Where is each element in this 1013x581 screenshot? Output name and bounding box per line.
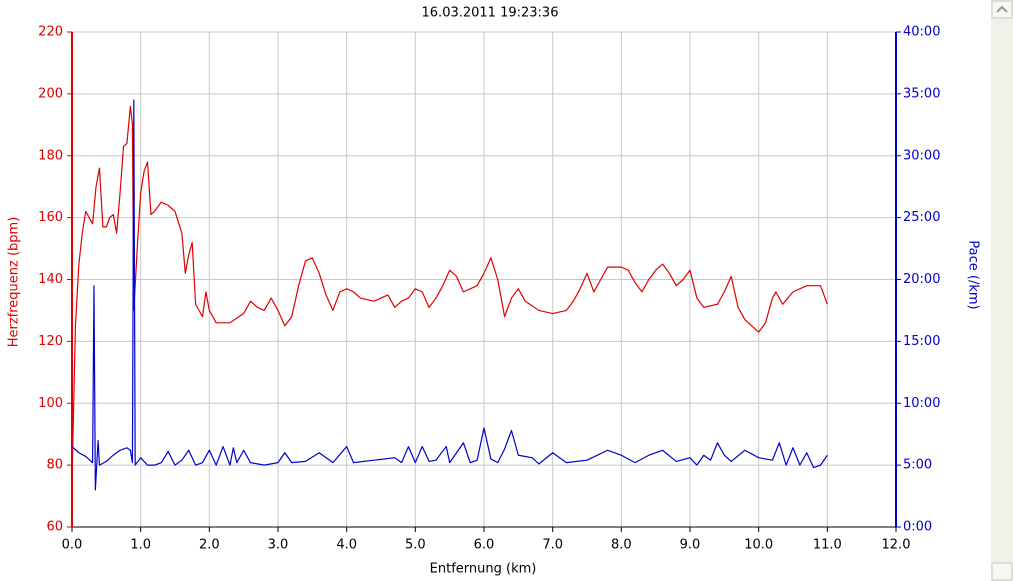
y2-tick-label: 35:00: [903, 86, 940, 101]
x-tick-label: 2.0: [199, 538, 220, 553]
y-tick-label: 160: [38, 210, 63, 225]
scroll-up[interactable]: [991, 0, 1013, 19]
series-line: [71, 105, 828, 481]
y-tick-label: 220: [38, 25, 63, 40]
y2-tick-label: 10:00: [903, 396, 940, 411]
x-tick-label: 3.0: [268, 538, 289, 553]
scroll-down[interactable]: [991, 562, 1013, 581]
y2-tick-label: 25:00: [903, 210, 940, 225]
y-tick-label: 60: [46, 520, 63, 535]
y2-tick-label: 5:00: [903, 458, 932, 473]
x-tick-label: 6.0: [474, 538, 495, 553]
x-axis-label: Entfernung (km): [430, 562, 537, 577]
x-tick-label: 5.0: [405, 538, 426, 553]
x-tick-label: 0.0: [62, 538, 83, 553]
x-tick-label: 1.0: [130, 538, 151, 553]
y-tick-label: 120: [38, 334, 63, 349]
y2-tick-label: 15:00: [903, 334, 940, 349]
y2-tick-label: 30:00: [903, 148, 940, 163]
x-tick-label: 4.0: [336, 538, 357, 553]
y2-axis-label: Pace (/km): [966, 240, 981, 309]
y2-tick-label: 0:00: [903, 520, 932, 535]
x-tick-label: 7.0: [542, 538, 563, 553]
x-tick-label: 8.0: [611, 538, 632, 553]
chart-title: 16.03.2011 19:23:36: [422, 6, 559, 21]
y2-tick-label: 20:00: [903, 272, 940, 287]
x-tick-label: 10.0: [744, 538, 773, 553]
x-tick-label: 9.0: [680, 538, 701, 553]
y-tick-label: 100: [38, 396, 63, 411]
y-tick-label: 140: [38, 272, 63, 287]
scroll-up-arrow: [996, 5, 1008, 13]
y-tick-label: 200: [38, 86, 63, 101]
x-tick-label: 11.0: [813, 538, 842, 553]
y2-tick-label: 40:00: [903, 25, 940, 40]
scrollbar[interactable]: [991, 0, 1013, 581]
x-tick-label: 12.0: [882, 538, 911, 553]
y-tick-label: 80: [46, 458, 63, 473]
y-tick-label: 180: [38, 148, 63, 163]
y-axis-label: Herzfrequenz (bpm): [7, 217, 22, 348]
series-line: [71, 99, 828, 491]
